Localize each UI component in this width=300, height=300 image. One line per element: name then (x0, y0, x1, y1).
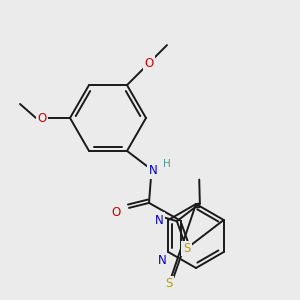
Text: O: O (112, 206, 121, 219)
Text: O: O (144, 57, 154, 70)
Text: O: O (38, 112, 46, 124)
Text: H: H (163, 159, 171, 169)
Text: S: S (165, 278, 173, 290)
Text: N: N (154, 214, 163, 226)
Text: S: S (183, 242, 190, 255)
Text: N: N (158, 254, 166, 267)
Text: N: N (148, 164, 158, 177)
